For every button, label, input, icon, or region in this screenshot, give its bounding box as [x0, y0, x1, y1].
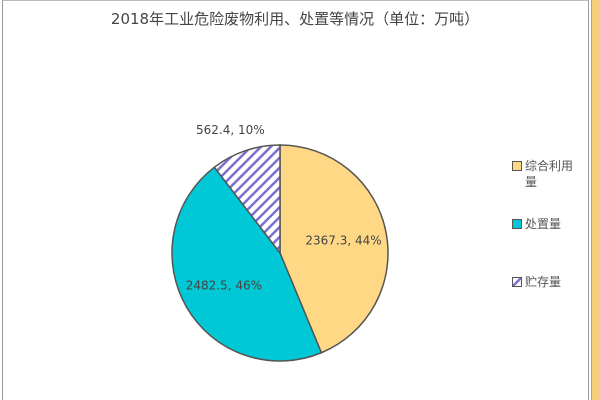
legend-swatch — [512, 219, 522, 229]
data-label: 562.4, 10% — [196, 123, 265, 137]
legend-item-utilization[interactable]: 综合利用量 — [512, 158, 577, 190]
chart-frame — [2, 0, 589, 400]
chart-title: 2018年工业危险废物利用、处置等情况（单位：万吨） — [110, 10, 480, 28]
data-label: 2482.5, 46% — [186, 278, 262, 292]
data-label: 2367.3, 44% — [305, 233, 381, 247]
slice-disposal[interactable] — [171, 166, 323, 362]
legend-swatch — [512, 277, 522, 287]
legend-item-disposal[interactable]: 处置量 — [512, 216, 561, 232]
window-edge — [591, 0, 600, 400]
slice-utilization[interactable] — [279, 144, 389, 354]
slice-storage[interactable] — [213, 144, 281, 256]
legend-item-storage[interactable]: 贮存量 — [512, 274, 561, 290]
legend-swatch — [512, 161, 522, 171]
